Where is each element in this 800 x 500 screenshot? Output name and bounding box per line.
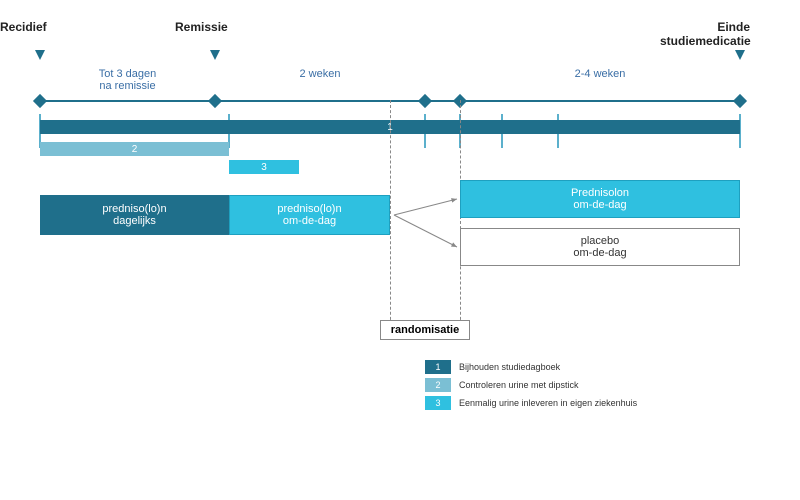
legend-row-3: 3 Eenmalig urine inleveren in eigen zieke…	[425, 396, 740, 410]
legend-row-1: 1 Bijhouden studiedagboek	[425, 360, 740, 374]
legend-text-1: Bijhouden studiedagboek	[459, 362, 560, 372]
legend-swatch-3: 3	[425, 396, 451, 410]
randomisation-label: randomisatie	[380, 320, 470, 340]
legend-text-3: Eenmalig urine inleveren in eigen zieken…	[459, 398, 637, 408]
legend: 1 Bijhouden studiedagboek 2 Controleren uri…	[425, 360, 740, 414]
legend-swatch-1: 1	[425, 360, 451, 374]
legend-text-2: Controleren urine met dipstick	[459, 380, 579, 390]
legend-swatch-2: 2	[425, 378, 451, 392]
legend-row-2: 2 Controleren urine met dipstick	[425, 378, 740, 392]
